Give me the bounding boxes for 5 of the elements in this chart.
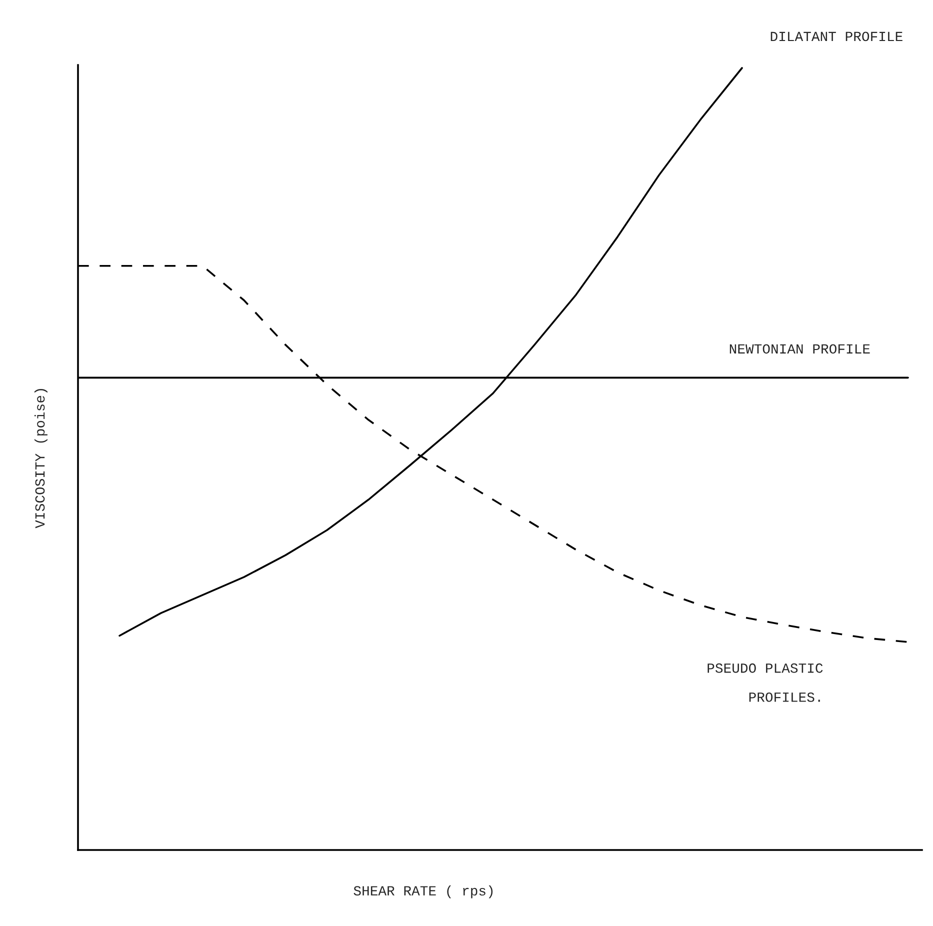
x-axis-title: SHEAR RATE ( rps) [354, 885, 493, 898]
text: DILATANT PROFILE [770, 32, 902, 42]
text: PSEUDO PLASTIC PROFILES. [708, 663, 823, 702]
y-axis-title: VISCOSITY (poise) [34, 388, 48, 528]
series-label: NEWTONIAN PROFILE [730, 344, 870, 354]
